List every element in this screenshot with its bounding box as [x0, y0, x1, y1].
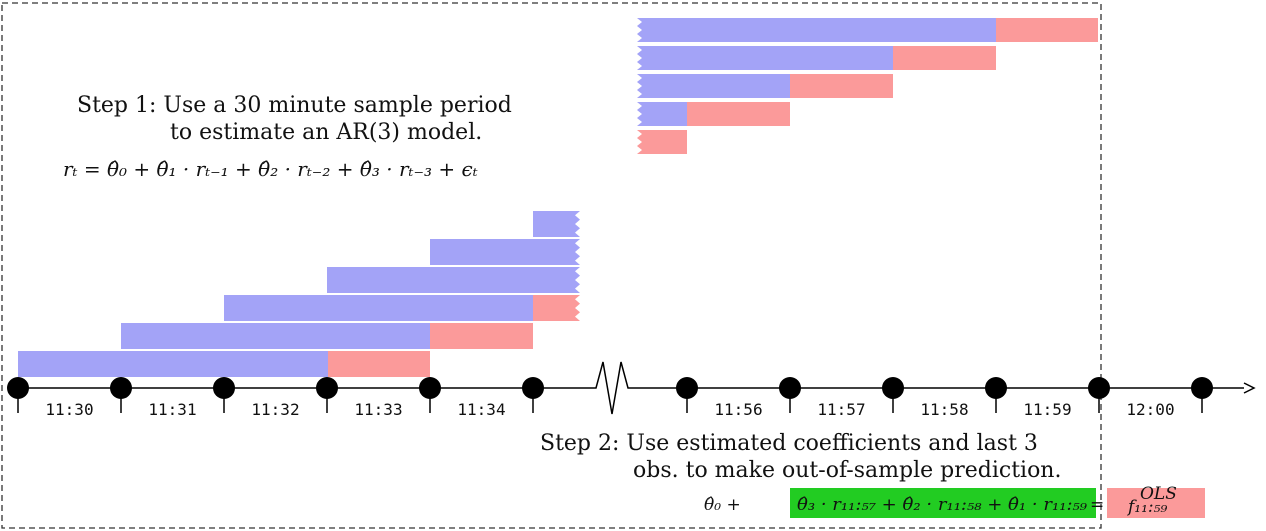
time-point-dot [1088, 377, 1110, 399]
bar-blue-row4 [224, 295, 533, 321]
intercept-term: θ̂₀ + [704, 495, 741, 515]
prediction-red-box [1107, 488, 1205, 518]
time-point-dot [985, 377, 1007, 399]
time-point-dot [522, 377, 544, 399]
prediction-equation: θ̂₀ + θ̂₃ · r₁₁:₅₇ + θ̂₂ · r₁₁:₅₈ + θ̂₁ … [704, 484, 1205, 518]
bar-red-row5 [430, 323, 533, 349]
bar-blue-row5 [121, 323, 430, 349]
lower-bars [18, 211, 580, 377]
tick-label: 11:59 [1023, 400, 1071, 419]
time-axis: 11:30 11:31 11:32 11:33 11:34 11:56 11:5… [7, 361, 1256, 419]
time-point-dot [676, 377, 698, 399]
forecast-result: f₁₁:₅₉ [1126, 497, 1167, 517]
tick-label: 12:00 [1126, 400, 1174, 419]
step1-subtitle: to estimate an AR(3) model. [170, 120, 482, 145]
bar-blue-row2 [430, 239, 580, 265]
upper-bar-red-row4 [687, 102, 790, 126]
time-point-dot [882, 377, 904, 399]
bar-blue-row6 [18, 351, 328, 377]
bar-red-row6 [328, 351, 430, 377]
time-point-dot [779, 377, 801, 399]
upper-bar-red-row2 [893, 46, 996, 70]
time-point-dot [316, 377, 338, 399]
bar-red-row4 [533, 295, 580, 321]
prediction-green-box [790, 488, 1096, 518]
step1-title: Step 1: Use a 30 minute sample period [77, 93, 512, 118]
forecast-superscript: OLS [1140, 484, 1177, 504]
ar3-equation: rₜ = θ̂₀ + θ̂₁ · rₜ₋₁ + θ̂₂ · rₜ₋₂ + θ̂₃… [63, 157, 478, 181]
bar-blue-row1 [533, 211, 580, 237]
equals-sign: = [1090, 495, 1104, 515]
tick-label: 11:33 [354, 400, 402, 419]
lagged-terms: θ̂₃ · r₁₁:₅₇ + θ̂₂ · r₁₁:₅₈ + θ̂₁ · r₁₁:… [797, 495, 1087, 515]
upper-bar-blue-row1 [637, 18, 996, 42]
tick-label: 11:32 [251, 400, 299, 419]
axis-break-zigzag [585, 361, 640, 415]
time-point-dot [213, 377, 235, 399]
tick-label: 11:57 [817, 400, 865, 419]
upper-bar-blue-row2 [637, 46, 893, 70]
axis-arrowhead [1243, 382, 1256, 394]
upper-bar-red-row1 [996, 18, 1098, 42]
tick-label: 11:31 [148, 400, 196, 419]
time-point-dot [7, 377, 29, 399]
tick-label: 11:34 [457, 400, 505, 419]
upper-bar-blue-row3 [637, 74, 790, 98]
step2-subtitle: obs. to make out-of-sample prediction. [633, 458, 1061, 483]
time-point-dot [1191, 377, 1213, 399]
upper-bar-red-row5 [637, 130, 687, 154]
tick-label: 11:58 [920, 400, 968, 419]
upper-bar-red-row3 [790, 74, 893, 98]
upper-bars [637, 18, 1098, 154]
tick-label: 11:30 [45, 400, 93, 419]
bar-blue-row3 [327, 267, 580, 293]
sample-window-frame [1, 2, 1102, 529]
step2-title: Step 2: Use estimated coefficients and l… [540, 431, 1038, 456]
upper-bar-blue-row4 [637, 102, 687, 126]
time-point-dot [110, 377, 132, 399]
tick-label: 11:56 [714, 400, 762, 419]
time-point-dot [419, 377, 441, 399]
